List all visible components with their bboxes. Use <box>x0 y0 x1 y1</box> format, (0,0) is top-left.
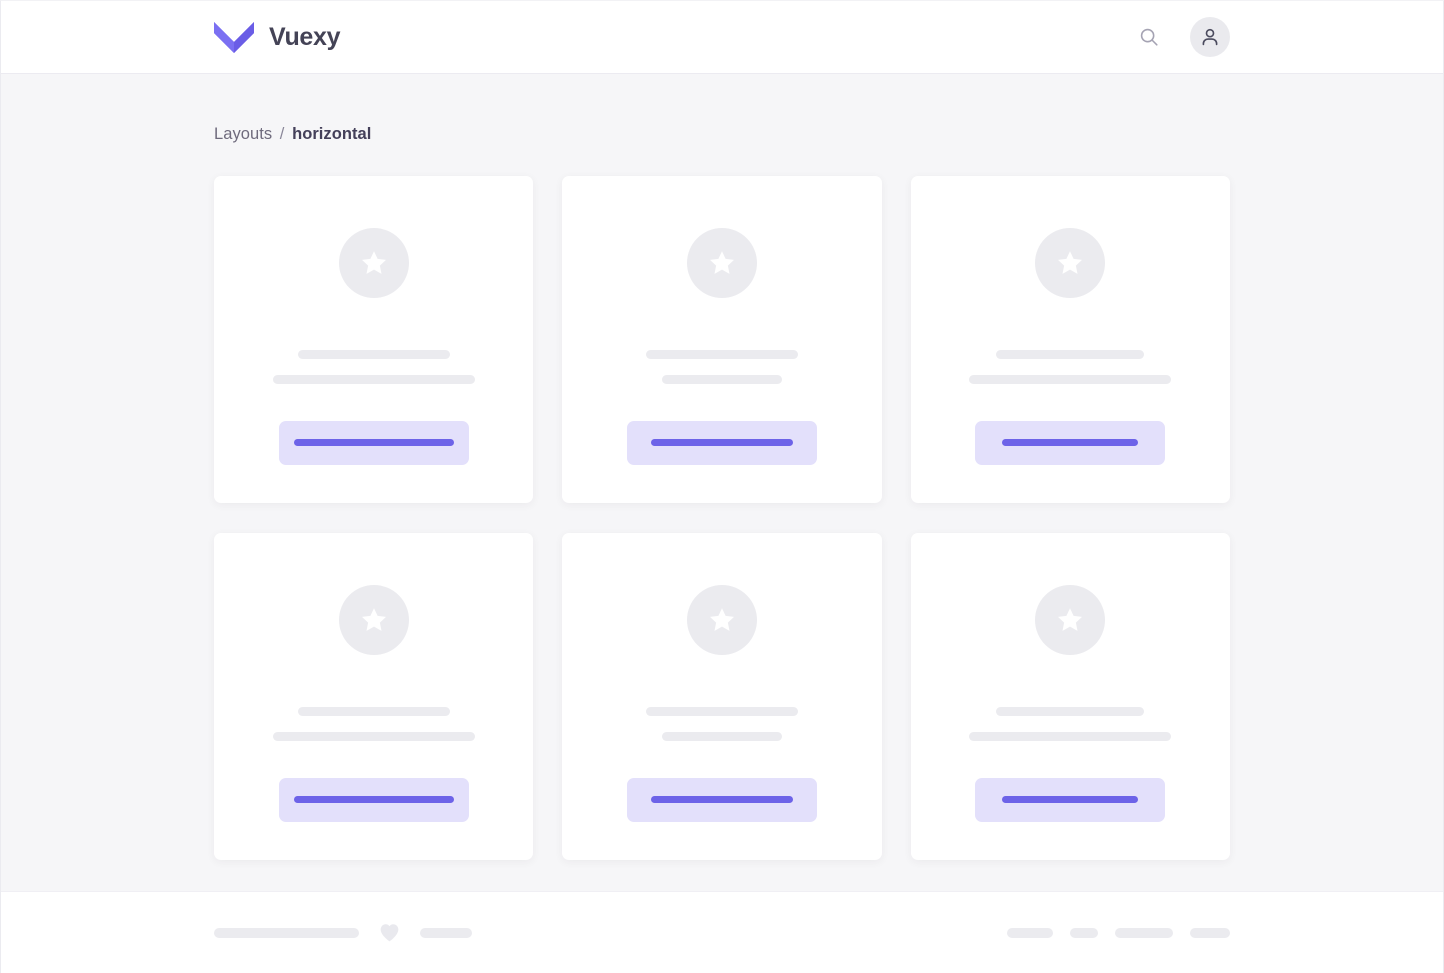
brand-logo-link[interactable]: Vuexy <box>214 20 341 54</box>
button-label-placeholder <box>1002 439 1139 446</box>
card-action-button[interactable] <box>626 777 817 822</box>
skeleton-line-primary <box>297 706 450 716</box>
skeleton-line-primary <box>297 349 450 359</box>
breadcrumb-item-layouts[interactable]: Layouts <box>214 125 273 143</box>
card-media-placeholder <box>338 227 409 298</box>
heart-icon <box>380 924 399 942</box>
footer-link-placeholder[interactable] <box>1007 927 1053 938</box>
star-icon <box>1058 250 1083 274</box>
button-label-placeholder <box>650 796 793 803</box>
button-label-placeholder <box>650 439 793 446</box>
card-media-placeholder <box>1035 227 1106 298</box>
card-action-button[interactable] <box>975 777 1166 822</box>
navbar-actions <box>1136 17 1230 57</box>
button-label-placeholder <box>293 439 454 446</box>
footer-left-group <box>214 921 472 944</box>
skeleton-line-secondary <box>272 374 475 384</box>
breadcrumb-item-horizontal: horizontal <box>292 125 372 143</box>
star-icon <box>361 250 386 274</box>
skeleton-line-secondary <box>661 731 782 741</box>
card-media-placeholder <box>338 584 409 655</box>
skeleton-line-secondary <box>969 374 1172 384</box>
card-text-placeholders <box>214 349 533 384</box>
skeleton-card[interactable] <box>910 532 1230 860</box>
skeleton-line-primary <box>996 349 1145 359</box>
button-label-placeholder <box>293 796 454 803</box>
breadcrumb-separator: / <box>279 125 285 143</box>
card-text-placeholders <box>911 349 1230 384</box>
skeleton-line-secondary <box>661 374 782 384</box>
footer-skeleton-copyright <box>214 927 359 938</box>
skeleton-line-primary <box>645 349 798 359</box>
card-action-button[interactable] <box>278 420 469 465</box>
skeleton-card[interactable] <box>562 532 882 860</box>
page-footer <box>1 891 1443 973</box>
footer-link-placeholder[interactable] <box>1115 927 1173 938</box>
footer-link-placeholder[interactable] <box>1190 927 1230 938</box>
card-text-placeholders <box>562 706 881 741</box>
skeleton-card[interactable] <box>562 175 882 503</box>
breadcrumb: Layouts / horizontal <box>214 126 1230 143</box>
footer-skeleton-author <box>420 927 472 938</box>
card-action-button[interactable] <box>278 777 469 822</box>
star-icon <box>361 607 386 631</box>
top-navbar: Vuexy <box>1 1 1443 74</box>
star-icon <box>709 250 734 274</box>
skeleton-card-grid <box>214 175 1230 860</box>
vuexy-chevron-logo <box>214 22 254 53</box>
card-text-placeholders <box>214 706 533 741</box>
card-text-placeholders <box>562 349 881 384</box>
card-media-placeholder <box>1035 584 1106 655</box>
card-media-placeholder <box>686 584 757 655</box>
brand-name: Vuexy <box>269 22 341 51</box>
card-text-placeholders <box>911 706 1230 741</box>
footer-right-links <box>1007 927 1230 938</box>
card-action-button[interactable] <box>975 420 1166 465</box>
user-avatar-icon[interactable] <box>1190 17 1230 57</box>
skeleton-card[interactable] <box>214 532 534 860</box>
card-media-placeholder <box>686 227 757 298</box>
card-action-button[interactable] <box>626 420 817 465</box>
footer-link-placeholder[interactable] <box>1070 927 1098 938</box>
skeleton-line-primary <box>645 706 798 716</box>
page-content: Layouts / horizontal <box>1 74 1443 891</box>
skeleton-line-secondary <box>969 731 1172 741</box>
button-label-placeholder <box>1002 796 1139 803</box>
skeleton-card[interactable] <box>214 175 534 503</box>
star-icon <box>1058 607 1083 631</box>
star-icon <box>709 607 734 631</box>
skeleton-line-secondary <box>272 731 475 741</box>
skeleton-card[interactable] <box>910 175 1230 503</box>
skeleton-line-primary <box>996 706 1145 716</box>
search-icon[interactable] <box>1136 24 1162 50</box>
